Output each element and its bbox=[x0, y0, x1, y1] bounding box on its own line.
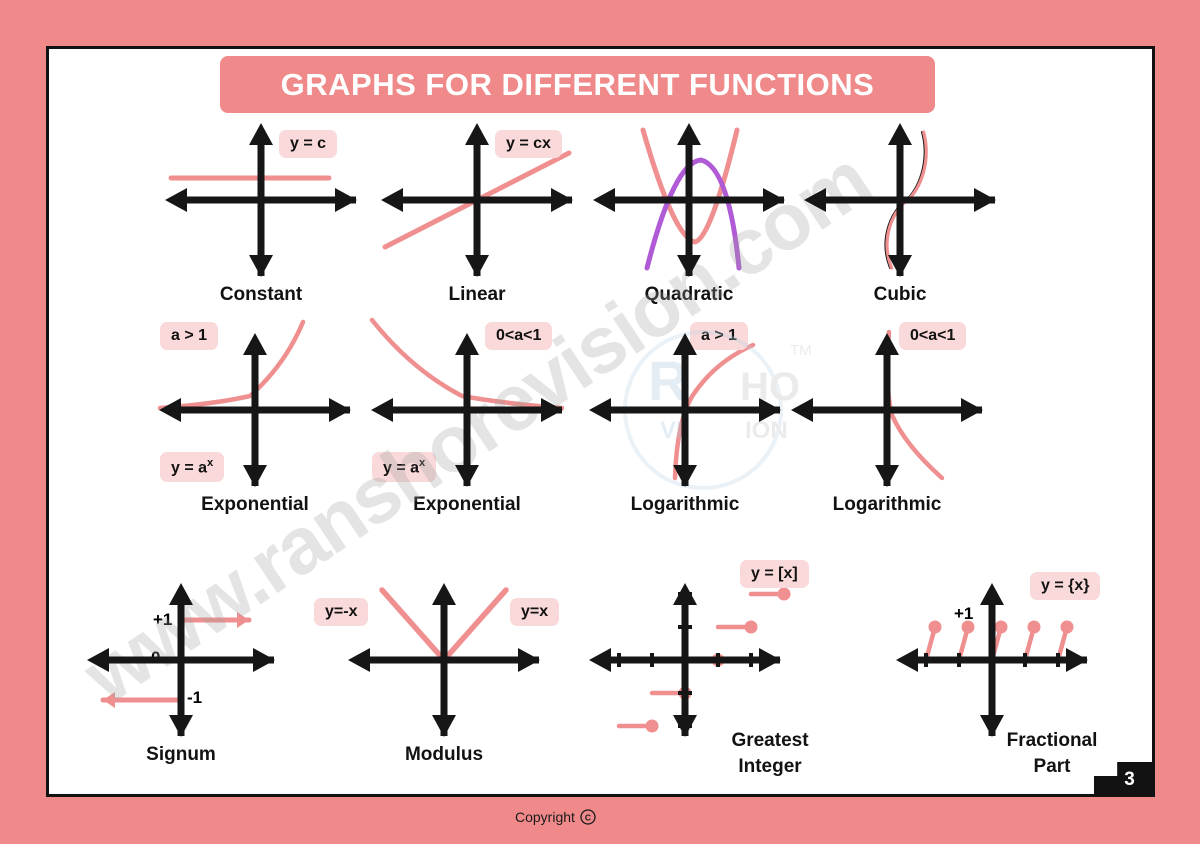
svg-text:C: C bbox=[585, 813, 591, 823]
